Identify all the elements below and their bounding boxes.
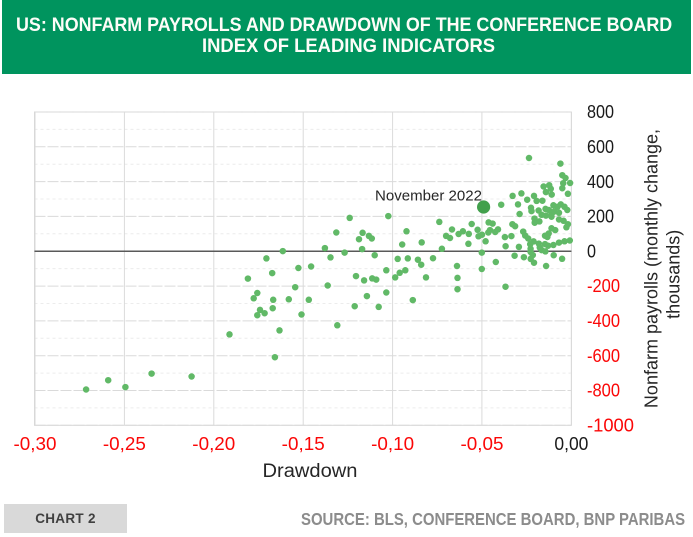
svg-text:Nonfarm payrolls (monthly chan: Nonfarm payrolls (monthly change, [642, 129, 662, 408]
svg-text:thousands): thousands) [664, 230, 684, 319]
svg-text:-0,15: -0,15 [282, 434, 325, 454]
svg-text:-0,10: -0,10 [371, 434, 414, 454]
svg-text:0,00: 0,00 [554, 434, 588, 454]
svg-text:600: 600 [587, 137, 614, 157]
svg-text:200: 200 [587, 207, 614, 227]
svg-text:Drawdown: Drawdown [263, 461, 358, 482]
svg-text:-200: -200 [587, 276, 620, 296]
svg-text:November 2022: November 2022 [375, 188, 482, 205]
svg-text:800: 800 [587, 102, 614, 122]
svg-text:-0,30: -0,30 [14, 434, 57, 454]
svg-text:-0,20: -0,20 [192, 434, 235, 454]
svg-text:0: 0 [587, 241, 596, 261]
svg-text:-600: -600 [587, 346, 620, 366]
svg-text:-800: -800 [587, 381, 620, 401]
svg-text:400: 400 [587, 172, 614, 192]
svg-text:-0,05: -0,05 [461, 434, 504, 454]
svg-text:-400: -400 [587, 311, 620, 331]
svg-text:-0,25: -0,25 [103, 434, 146, 454]
svg-text:-1000: -1000 [587, 416, 634, 436]
